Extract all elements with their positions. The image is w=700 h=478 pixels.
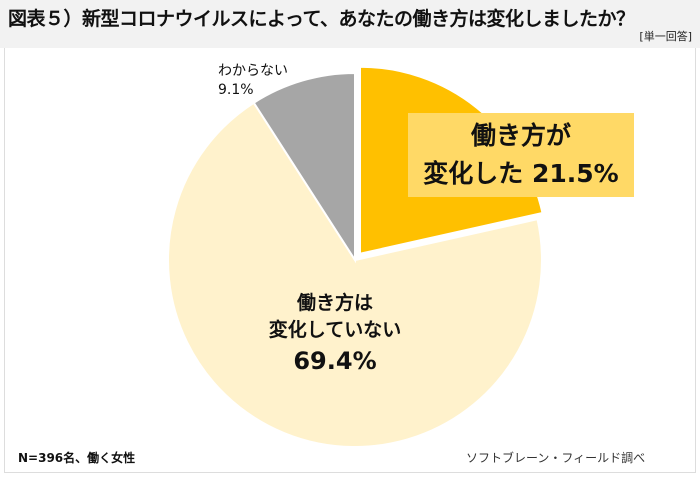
pie-slice-2 — [252, 71, 356, 264]
answer-type-note: [単一回答] — [639, 30, 692, 43]
chart-frame — [4, 48, 696, 473]
label-unchanged: 働き方は 変化していない 69.4% — [250, 290, 420, 378]
header-band — [0, 0, 700, 48]
label-unchanged-line1: 働き方は — [296, 292, 373, 314]
pie-slice-1 — [167, 101, 543, 448]
label-changed-line2: 変化した 21.5% — [423, 159, 619, 188]
sample-note: N=396名、働く女性 — [18, 451, 136, 465]
label-changed: 働き方が 変化した 21.5% — [408, 113, 634, 197]
label-unknown-line1: わからない — [218, 63, 288, 79]
source-note: ソフトブレーン・フィールド調べ — [466, 451, 646, 465]
label-unknown: わからない 9.1% — [218, 62, 288, 100]
chart-title: 図表５）新型コロナウイルスによって、あなたの働き方は変化しましたか？ — [8, 8, 635, 30]
label-changed-line1: 働き方が — [470, 121, 571, 150]
label-unchanged-value: 69.4% — [293, 347, 377, 375]
label-unknown-value: 9.1% — [218, 82, 254, 98]
label-unchanged-line2: 変化していない — [268, 319, 402, 341]
